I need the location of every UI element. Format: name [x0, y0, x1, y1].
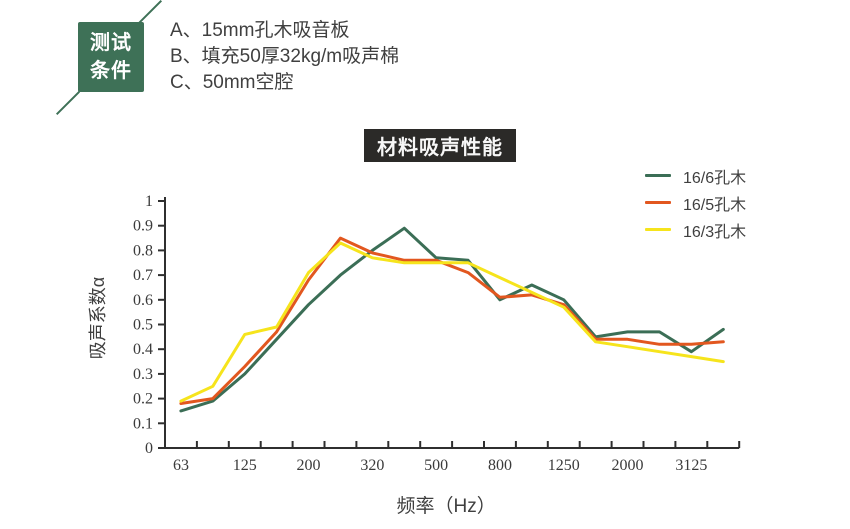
- y-tick-label: 0.4: [133, 341, 153, 358]
- legend-line-swatch-yellow: [645, 228, 671, 231]
- x-tick-label: 125: [233, 457, 257, 474]
- legend-row-16-5: 16/5孔木: [645, 189, 746, 216]
- legend-line-swatch-orange: [645, 201, 671, 204]
- series-line-2: [179, 241, 725, 403]
- x-tick-label: 1250: [548, 457, 580, 474]
- legend-row-16-6: 16/6孔木: [645, 162, 746, 189]
- y-tick-label: 0: [145, 440, 153, 457]
- axes: [164, 197, 740, 449]
- y-tick-label: 0.9: [133, 218, 153, 235]
- y-tick-label: 0.1: [133, 415, 153, 432]
- condition-item-b: B、填充50厚32kg/m吸声棉: [170, 46, 400, 67]
- y-tick-label: 0.8: [133, 242, 153, 259]
- y-tick-label: 0.3: [133, 366, 153, 383]
- x-tick-label: 320: [360, 457, 384, 474]
- test-conditions-badge: 测试 条件: [78, 22, 144, 92]
- series-line-0: [179, 226, 725, 413]
- y-tick-label: 1: [145, 193, 153, 210]
- x-tick-label: 3125: [675, 457, 707, 474]
- legend-line-swatch-green: [645, 174, 671, 177]
- condition-item-c: C、50mm空腔: [170, 72, 294, 93]
- series-line-1: [179, 236, 725, 405]
- x-tick-label: 500: [424, 457, 448, 474]
- legend-label: 16/6孔木: [683, 169, 747, 187]
- legend-row-16-3: 16/3孔木: [645, 216, 746, 243]
- badge-line-1: 测试: [90, 32, 132, 54]
- legend-label: 16/3孔木: [683, 223, 747, 241]
- y-tick-label: 0.7: [133, 267, 153, 284]
- y-tick-label: 0.6: [133, 292, 153, 309]
- x-tick-label: 200: [297, 457, 321, 474]
- chart-title-bar: 材料吸声性能: [364, 129, 516, 162]
- y-axis-title: 吸声系数α: [88, 277, 108, 359]
- badge-line-2: 条件: [90, 60, 132, 82]
- condition-list: A、15mm孔木吸音板 B、填充50厚32kg/m吸声棉 C、50mm空腔: [170, 18, 399, 96]
- x-tick-label: 63: [173, 457, 189, 474]
- chart-legend: 16/6孔木 16/5孔木 16/3孔木: [645, 162, 746, 243]
- x-tick-label: 800: [488, 457, 512, 474]
- condition-item-a: A、15mm孔木吸音板: [170, 20, 350, 41]
- y-tick-label: 0.5: [133, 317, 153, 334]
- legend-label: 16/5孔木: [683, 196, 747, 214]
- x-tick-label: 2000: [612, 457, 644, 474]
- y-tick-label: 0.2: [133, 391, 153, 408]
- x-axis-title: 频率（Hz）: [396, 495, 495, 517]
